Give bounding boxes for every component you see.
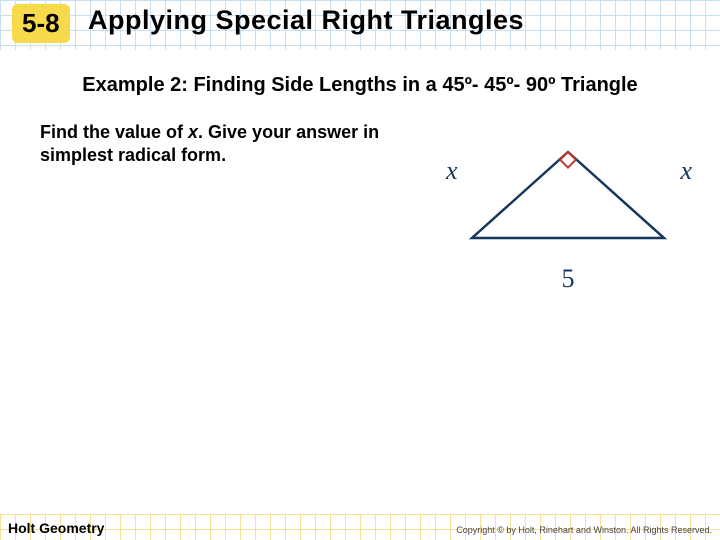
example-heading: Example 2: Finding Side Lengths in a 45º… — [30, 74, 690, 97]
lesson-title: Applying Special Right Triangles — [88, 5, 524, 36]
triangle-label-base: 5 — [562, 264, 575, 294]
triangle-figure: x x 5 — [438, 140, 698, 290]
header-bar: 5-8 Applying Special Right Triangles — [0, 0, 720, 50]
triangle-label-left: x — [446, 156, 458, 186]
copyright-text: Copyright © by Holt, Rinehart and Winsto… — [456, 525, 712, 535]
right-angle-marker — [560, 152, 576, 168]
instruction-variable: x — [188, 122, 198, 142]
triangle-shape — [472, 152, 664, 238]
footer-text: Holt Geometry — [8, 520, 104, 536]
triangle-label-right: x — [680, 156, 692, 186]
instruction-text: Find the value of x. Give your answer in… — [40, 121, 420, 168]
triangle-svg — [438, 140, 698, 260]
instruction-part1: Find the value of — [40, 122, 188, 142]
footer-bar: Holt Geometry Copyright © by Holt, Rineh… — [0, 514, 720, 540]
lesson-number-badge: 5-8 — [12, 4, 70, 43]
